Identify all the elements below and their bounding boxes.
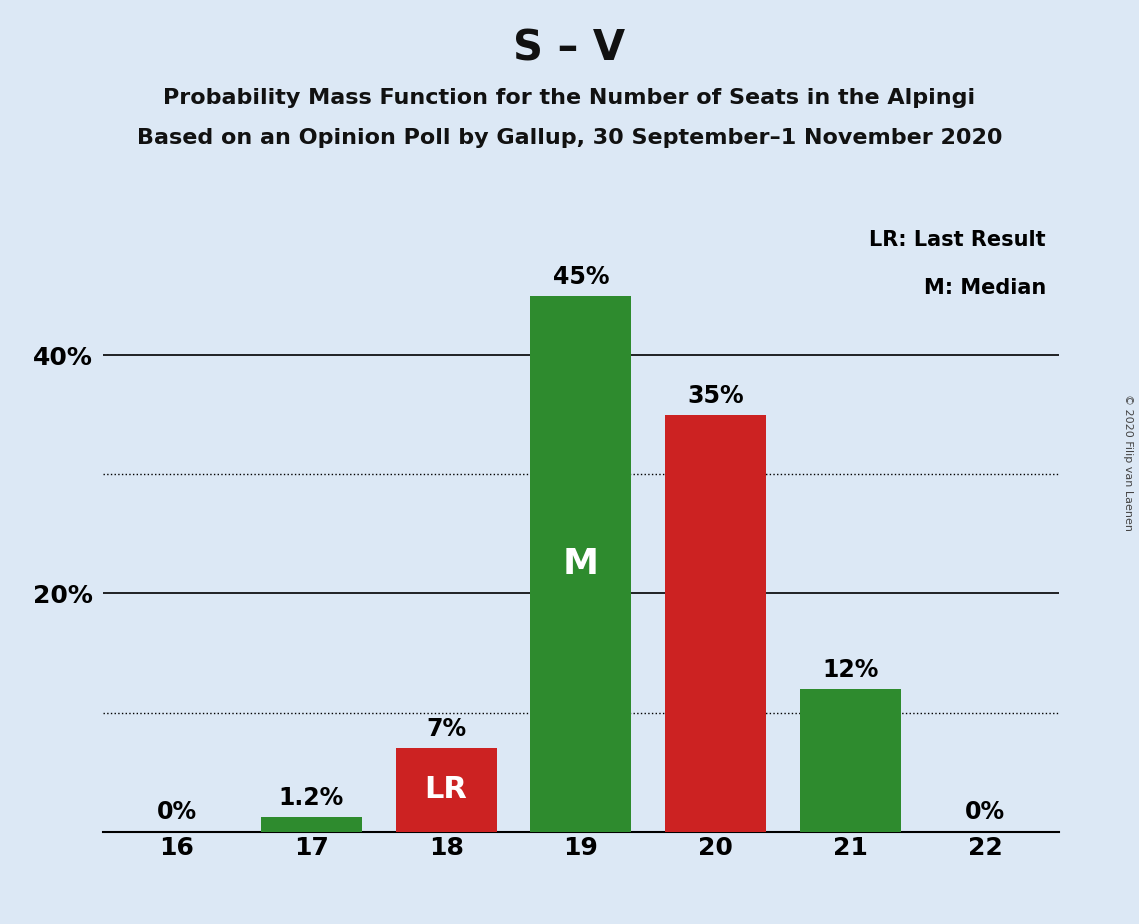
Bar: [531, 296, 631, 832]
Bar: [800, 688, 901, 832]
Text: © 2020 Filip van Laenen: © 2020 Filip van Laenen: [1123, 394, 1133, 530]
Text: LR: Last Result: LR: Last Result: [869, 230, 1046, 250]
Bar: [261, 818, 362, 832]
Text: 7%: 7%: [426, 717, 466, 741]
Text: Based on an Opinion Poll by Gallup, 30 September–1 November 2020: Based on an Opinion Poll by Gallup, 30 S…: [137, 128, 1002, 148]
Text: 1.2%: 1.2%: [279, 786, 344, 810]
Bar: [395, 748, 497, 832]
Text: 0%: 0%: [965, 800, 1006, 824]
Text: LR: LR: [425, 775, 468, 805]
Text: Probability Mass Function for the Number of Seats in the Alpingi: Probability Mass Function for the Number…: [163, 88, 976, 108]
Text: M: Median: M: Median: [924, 278, 1046, 298]
Text: M: M: [563, 547, 599, 580]
Text: 45%: 45%: [552, 264, 609, 288]
Text: S – V: S – V: [514, 28, 625, 69]
Text: 0%: 0%: [156, 800, 197, 824]
Text: 12%: 12%: [822, 658, 878, 682]
Bar: [665, 415, 767, 832]
Text: 35%: 35%: [687, 383, 744, 407]
